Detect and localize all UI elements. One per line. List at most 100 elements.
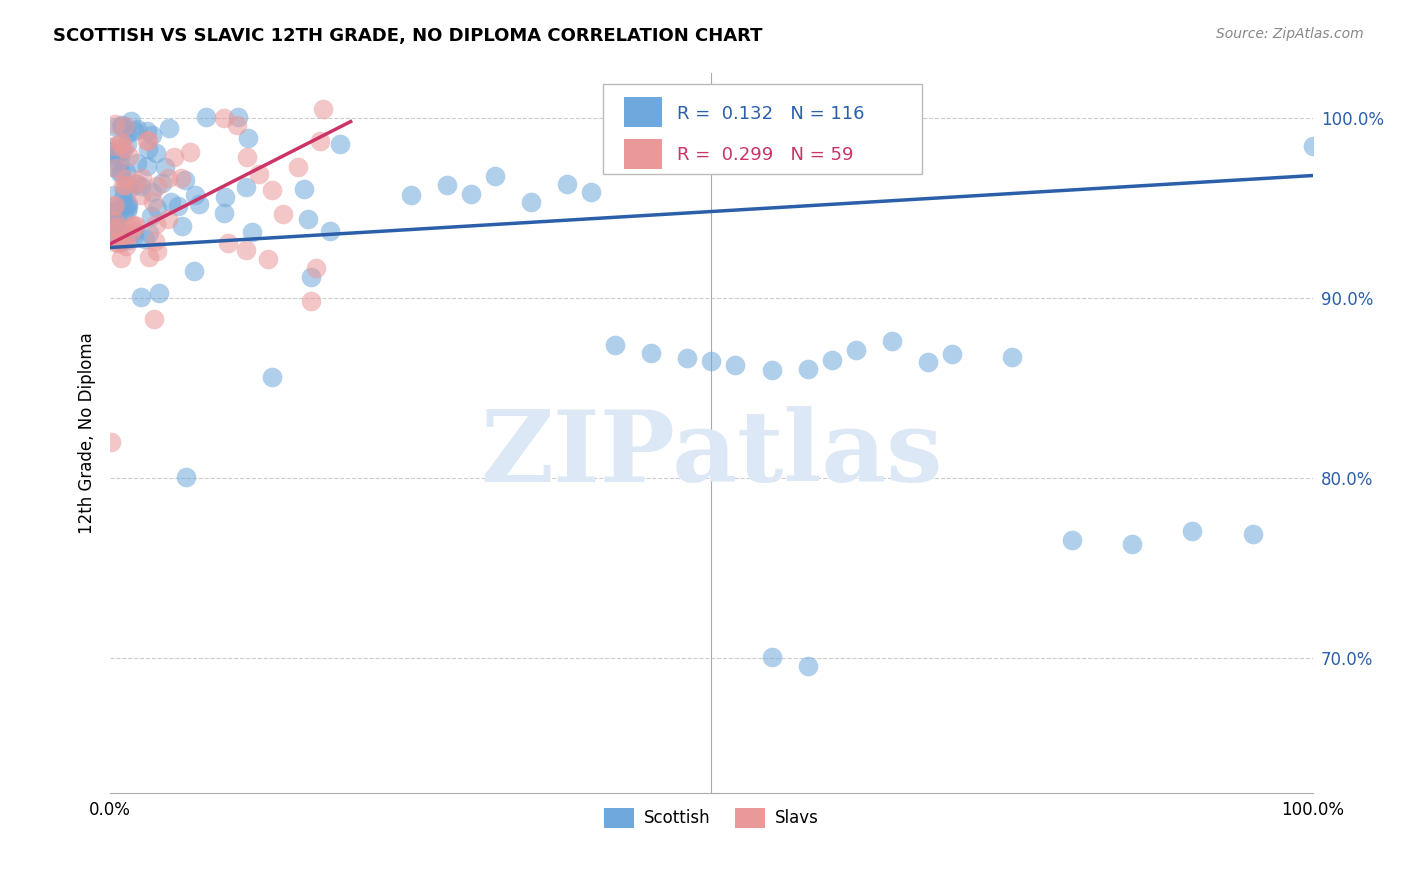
Point: [214, 190, 236, 204]
Point: [141, 128, 163, 142]
Point: [114, 239, 136, 253]
Point: [143, 234, 166, 248]
Point: [134, 232, 156, 246]
Point: [104, 202, 127, 217]
Point: [101, 204, 124, 219]
Point: [125, 176, 148, 190]
Point: [107, 235, 129, 250]
Point: [820, 352, 842, 367]
Point: [1241, 526, 1264, 541]
Point: [100, 434, 122, 449]
Point: [941, 347, 963, 361]
Point: [101, 204, 124, 219]
Point: [104, 211, 127, 225]
Point: [108, 146, 131, 161]
Y-axis label: 12th Grade, No Diploma: 12th Grade, No Diploma: [79, 332, 96, 533]
Point: [125, 155, 148, 169]
Point: [104, 120, 127, 135]
Point: [143, 312, 166, 326]
Point: [183, 264, 205, 278]
Point: [125, 177, 148, 191]
Point: [115, 136, 138, 151]
Point: [108, 156, 131, 170]
Point: [104, 117, 127, 131]
Point: [112, 205, 135, 219]
Point: [305, 260, 328, 275]
Point: [700, 354, 723, 368]
Point: [845, 343, 868, 358]
Point: [1062, 533, 1084, 547]
Point: [212, 205, 235, 219]
Point: [145, 145, 167, 160]
Point: [297, 211, 319, 226]
Point: [110, 119, 132, 133]
Point: [157, 212, 180, 227]
Legend: Scottish, Slavs: Scottish, Slavs: [598, 801, 825, 835]
Point: [114, 120, 136, 135]
Point: [796, 659, 818, 673]
Point: [138, 227, 160, 241]
Point: [170, 219, 193, 234]
Point: [121, 219, 143, 234]
Point: [118, 149, 141, 163]
Point: [110, 136, 132, 151]
Text: R =  0.132   N = 116: R = 0.132 N = 116: [676, 105, 865, 123]
Point: [399, 187, 422, 202]
Point: [880, 334, 903, 348]
Point: [129, 188, 152, 202]
Point: [605, 337, 627, 351]
Point: [103, 187, 125, 202]
Point: [235, 150, 257, 164]
Point: [156, 171, 179, 186]
Point: [145, 179, 167, 194]
Point: [195, 110, 218, 124]
Point: [141, 186, 163, 200]
Point: [640, 346, 662, 360]
Point: [100, 144, 122, 158]
Point: [101, 160, 124, 174]
Point: [299, 293, 322, 308]
Point: [101, 140, 124, 154]
Point: [260, 183, 283, 197]
Point: [1302, 139, 1324, 153]
Point: [312, 103, 335, 117]
Point: [129, 290, 152, 304]
Point: [110, 252, 132, 266]
Point: [1121, 537, 1143, 551]
Point: [157, 121, 180, 136]
Point: [107, 219, 129, 234]
Point: [228, 110, 250, 124]
Point: [104, 197, 127, 211]
Point: [294, 182, 316, 196]
Point: [125, 219, 148, 234]
Point: [112, 141, 135, 155]
Point: [262, 369, 284, 384]
Text: Source: ZipAtlas.com: Source: ZipAtlas.com: [1216, 27, 1364, 41]
Bar: [624, 138, 662, 169]
Text: SCOTTISH VS SLAVIC 12TH GRADE, NO DIPLOMA CORRELATION CHART: SCOTTISH VS SLAVIC 12TH GRADE, NO DIPLOM…: [53, 27, 763, 45]
Point: [484, 169, 506, 183]
Point: [187, 197, 209, 211]
Point: [111, 199, 134, 213]
Point: [104, 217, 127, 231]
Point: [676, 351, 699, 365]
Point: [240, 225, 263, 239]
Point: [112, 192, 135, 206]
Point: [212, 111, 235, 125]
Point: [249, 167, 271, 181]
Point: [138, 250, 160, 264]
Point: [555, 177, 578, 191]
Point: [179, 145, 201, 159]
Point: [235, 244, 257, 258]
Point: [162, 150, 184, 164]
Point: [174, 469, 197, 483]
Point: [153, 161, 176, 175]
Bar: [624, 97, 662, 128]
Point: [724, 358, 747, 372]
Point: [103, 148, 125, 162]
Point: [117, 203, 139, 218]
Point: [169, 171, 191, 186]
Point: [117, 197, 139, 211]
Point: [114, 120, 136, 134]
Point: [308, 134, 330, 148]
